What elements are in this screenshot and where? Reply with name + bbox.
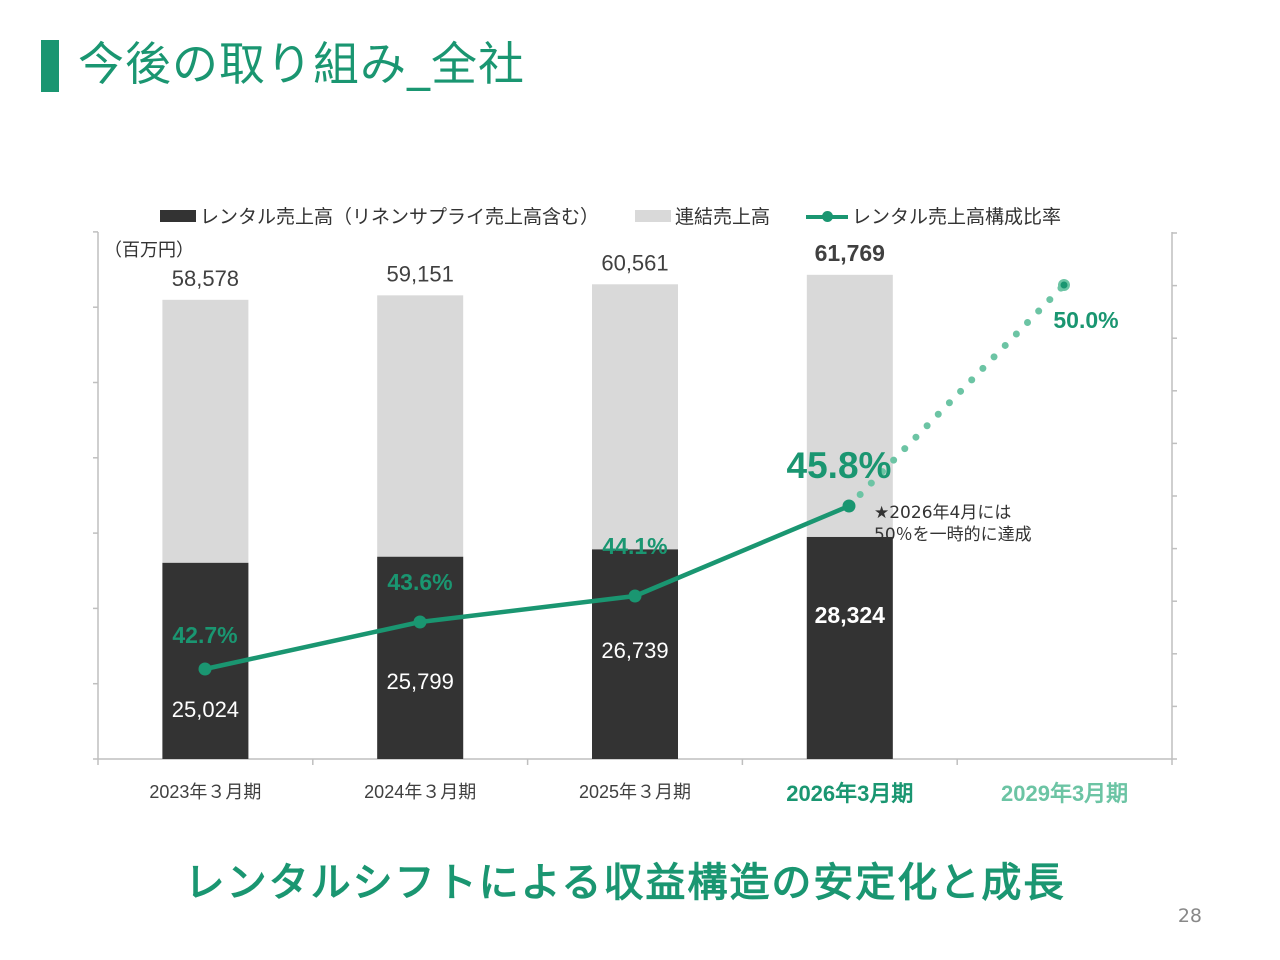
ratio-point: [842, 499, 856, 513]
data-label-rental: 26,739: [601, 638, 668, 663]
ratio-data-label: 44.1%: [602, 533, 667, 559]
data-label-rental: 28,324: [815, 602, 886, 628]
data-label-rental: 25,024: [172, 697, 239, 722]
legend-label-ratio: レンタル売上高構成比率: [852, 206, 1062, 228]
legend-item-consolidated: 連結売上高: [635, 202, 770, 229]
bar-rental: [806, 536, 893, 759]
ratio-data-label: 42.7%: [172, 622, 237, 648]
bar-rental: [377, 556, 464, 759]
chart-legend: レンタル売上高（リネンサプライ売上高含む） 連結売上高 レンタル売上高構成比率: [160, 202, 1097, 229]
ratio-line: [204, 503, 850, 672]
ratio-point: [198, 662, 212, 676]
legend-label-rental: レンタル売上高（リネンサプライ売上高含む）: [200, 206, 600, 228]
data-label-consolidated: 61,769: [815, 240, 885, 266]
x-category-label: 2024年３月期: [364, 782, 476, 802]
legend-swatch-ratio: [806, 210, 849, 222]
legend-item-rental: レンタル売上高（リネンサプライ売上高含む）: [160, 202, 599, 229]
ratio-point-forecast-center: [1060, 281, 1068, 289]
data-label-consolidated: 59,151: [387, 261, 454, 286]
page-title: 今後の取り組み_全社: [78, 37, 525, 91]
legend-item-ratio: レンタル売上高構成比率: [806, 202, 1061, 229]
bottom-message: レンタルシフトによる収益構造の安定化と成長: [184, 860, 1066, 906]
data-label-consolidated: 58,578: [172, 266, 239, 291]
ratio-point: [413, 615, 427, 629]
y-axis-unit: （百万円）: [104, 240, 194, 261]
data-label-consolidated: 60,561: [601, 250, 668, 275]
x-category-label: 2029年3月期: [1001, 781, 1128, 806]
data-label-rental: 25,799: [387, 669, 454, 694]
x-category-label: 2026年3月期: [786, 781, 913, 806]
title-accent-bar: [41, 40, 59, 92]
ratio-line-forecast: [845, 281, 1068, 510]
ratio-point: [628, 589, 642, 603]
ratio-data-label: 50.0%: [1053, 307, 1118, 333]
legend-swatch-consolidated: [635, 209, 672, 222]
page-number: 28: [1177, 905, 1202, 927]
ratio-data-label: 43.6%: [387, 569, 452, 595]
ratio-data-label: 45.8%: [787, 445, 892, 486]
x-category-label: 2025年３月期: [579, 782, 691, 802]
x-category-label: 2023年３月期: [149, 782, 261, 802]
legend-label-consolidated: 連結売上高: [675, 206, 771, 228]
legend-swatch-rental: [160, 209, 196, 222]
annotation-note: ★2026年4月には 50％を一時的に達成: [874, 503, 1032, 545]
